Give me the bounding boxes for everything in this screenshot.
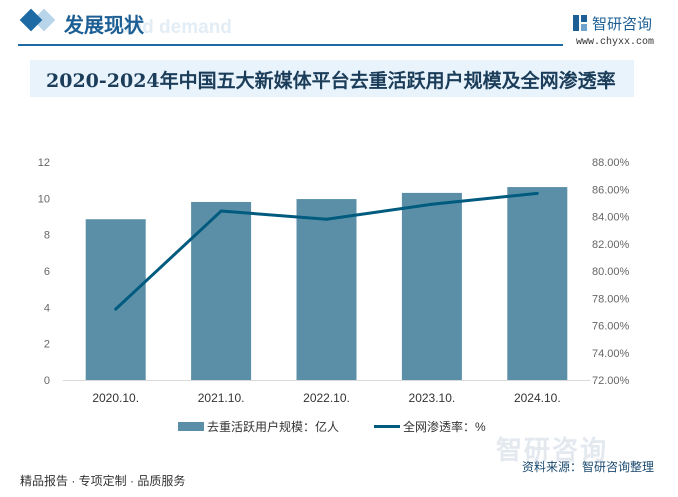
bar — [296, 199, 357, 380]
watermark: 智研咨询 — [496, 435, 609, 465]
y2-tick-label: 80.00% — [592, 266, 630, 278]
chart-title: 2020-2024年中国五大新媒体平台去重活跃用户规模及全网渗透率 — [46, 70, 616, 92]
logo-name: 智研咨询 — [592, 16, 653, 33]
logo-icon — [573, 15, 587, 31]
y2-tick-label: 82.00% — [592, 239, 630, 251]
title-box — [30, 60, 634, 97]
x-tick-label: 2022.10. — [303, 391, 350, 405]
line-point — [535, 191, 539, 195]
x-tick-label: 2023.10. — [409, 391, 456, 405]
y2-tick-label: 72.00% — [592, 375, 630, 387]
legend-bar-label: 去重活跃用户规模：亿人 — [207, 419, 339, 434]
bar — [85, 219, 146, 380]
y-tick-label: 12 — [38, 157, 50, 169]
bar — [507, 187, 568, 380]
y-tick-label: 2 — [44, 339, 50, 351]
legend-bar-swatch — [178, 422, 204, 431]
y2-tick-label: 88.00% — [592, 157, 630, 169]
section-title: 发展现状 — [64, 13, 144, 37]
x-tick-label: 2020.10. — [92, 391, 139, 405]
y2-tick-label: 84.00% — [592, 212, 630, 224]
bar — [401, 192, 462, 380]
x-tick-label: 2024.10. — [514, 391, 561, 405]
footer-slogan: 精品报告 · 专项定制 · 品质服务 — [20, 474, 186, 488]
y2-tick-label: 76.00% — [592, 321, 630, 333]
y-tick-label: 8 — [44, 230, 50, 242]
y-tick-label: 6 — [44, 266, 50, 278]
y-tick-label: 4 — [44, 302, 50, 314]
x-tick-label: 2021.10. — [198, 391, 245, 405]
footer-source: 资料来源：智研咨询整理 — [522, 460, 655, 474]
header-bg-text: and demand — [120, 17, 232, 38]
y-tick-label: 10 — [38, 193, 50, 205]
line-point — [219, 209, 223, 213]
y2-tick-label: 78.00% — [592, 293, 630, 305]
y2-tick-label: 86.00% — [592, 184, 630, 196]
line-point — [114, 307, 118, 311]
line-point — [325, 217, 328, 221]
header-divider — [18, 44, 563, 46]
y-tick-label: 0 — [44, 375, 50, 387]
logo-url: www.chyxx.com — [576, 37, 655, 48]
line-point — [430, 202, 434, 206]
legend-line-label: 全网渗透率：% — [403, 419, 486, 434]
y2-tick-label: 74.00% — [592, 348, 630, 360]
